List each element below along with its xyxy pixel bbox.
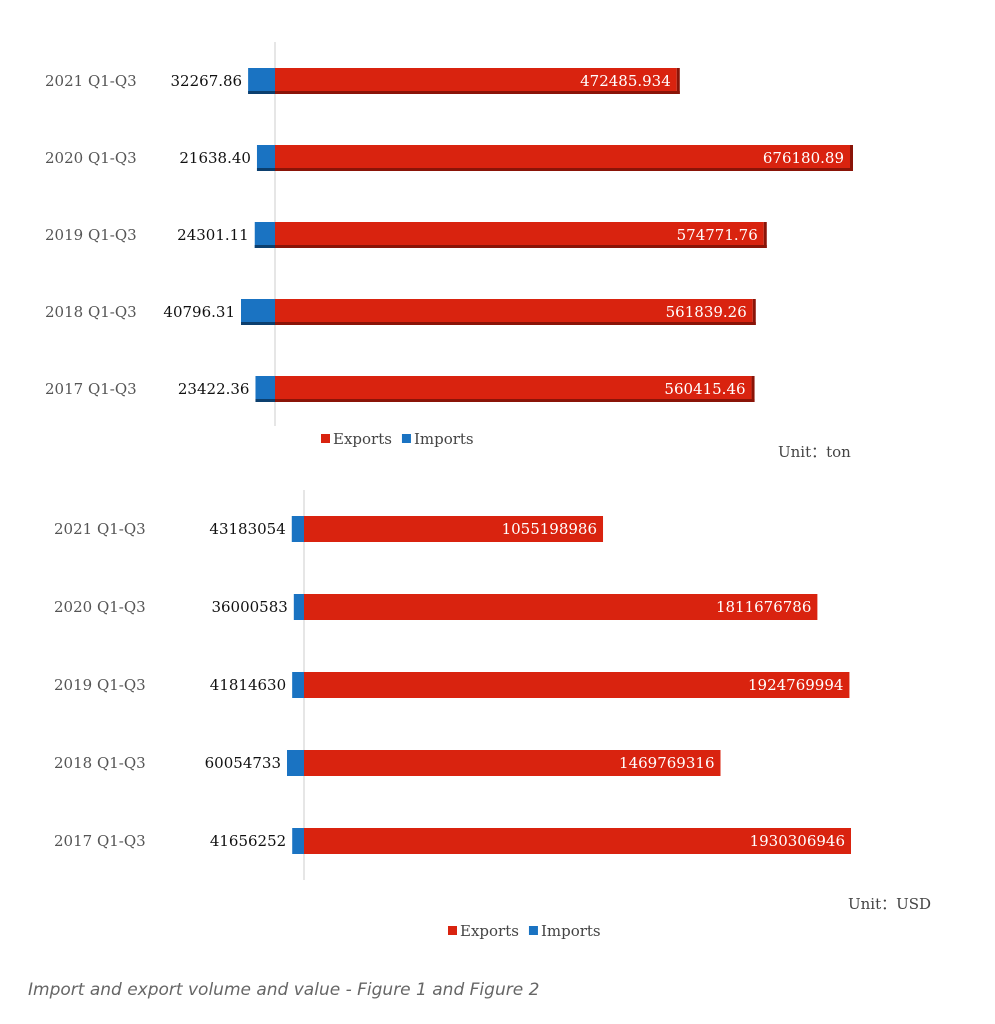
exports-value-label: 1811676786: [716, 598, 811, 616]
imports-bar: [293, 594, 304, 620]
exports-bar-shadow: [275, 399, 755, 402]
imports-bar-shadow: [256, 168, 275, 171]
imports-value-label: 43183054: [209, 520, 285, 538]
figure-caption: Import and export volume and value - Fig…: [28, 980, 540, 1000]
exports-value-label: 676180.89: [763, 149, 844, 167]
category-label: 2018 Q1-Q3: [45, 303, 137, 321]
category-label: 2019 Q1-Q3: [54, 676, 146, 694]
category-label: 2017 Q1-Q3: [54, 832, 146, 850]
imports-value-label: 36000583: [211, 598, 287, 616]
imports-value-label: 41656252: [210, 832, 286, 850]
legend-imports-swatch: [528, 926, 538, 935]
imports-value-label: 24301.11: [177, 226, 249, 244]
legend-imports-label: Imports: [541, 922, 601, 940]
exports-value-label: 1924769994: [748, 676, 843, 694]
category-label: 2017 Q1-Q3: [45, 380, 137, 398]
imports-value-label: 60054733: [205, 754, 281, 772]
exports-bar: [304, 594, 818, 620]
category-label: 2019 Q1-Q3: [45, 226, 137, 244]
imports-value-label: 21638.40: [179, 149, 251, 167]
category-label: 2018 Q1-Q3: [54, 754, 146, 772]
imports-bar-shadow: [248, 91, 275, 94]
imports-bar: [241, 299, 275, 325]
exports-bar-shadow: [275, 168, 853, 171]
category-label: 2020 Q1-Q3: [54, 598, 146, 616]
category-label: 2021 Q1-Q3: [54, 520, 146, 538]
unit-label: Unit：USD: [848, 895, 931, 913]
exports-value-label: 574771.76: [677, 226, 758, 244]
exports-value-label: 1055198986: [502, 520, 597, 538]
exports-bar: [304, 516, 604, 542]
exports-bar: [304, 672, 850, 698]
exports-bar: [275, 145, 850, 171]
imports-bar: [291, 516, 304, 542]
exports-value-label: 472485.934: [580, 72, 671, 90]
legend-imports-swatch: [401, 434, 411, 443]
imports-bar: [256, 145, 275, 171]
exports-value-label: 561839.26: [666, 303, 747, 321]
exports-bar-edge: [763, 222, 767, 248]
exports-value-label: 560415.46: [664, 380, 745, 398]
exports-bar: [275, 68, 677, 94]
imports-bar: [292, 672, 304, 698]
imports-bar: [254, 222, 275, 248]
category-label: 2020 Q1-Q3: [45, 149, 137, 167]
exports-value-label: 1930306946: [750, 832, 845, 850]
exports-value-label: 1469769316: [619, 754, 714, 772]
imports-value-label: 40796.31: [163, 303, 235, 321]
imports-bar: [255, 376, 275, 402]
legend-exports-swatch: [321, 434, 330, 443]
exports-bar-shadow: [275, 91, 680, 94]
exports-bar: [304, 828, 851, 854]
exports-bar-edge: [751, 376, 755, 402]
legend-exports-swatch: [448, 926, 457, 935]
exports-bar-edge: [850, 145, 853, 171]
exports-bar: [275, 376, 752, 402]
exports-bar-edge: [676, 68, 680, 94]
imports-bar: [292, 828, 304, 854]
exports-bar-edge: [752, 299, 756, 325]
unit-label: Unit：ton: [778, 443, 851, 461]
legend-exports-label: Exports: [460, 922, 519, 940]
exports-bar: [275, 299, 753, 325]
exports-bar: [304, 750, 721, 776]
imports-bar: [248, 68, 275, 94]
imports-bar: [287, 750, 304, 776]
imports-value-label: 41814630: [210, 676, 286, 694]
chart-value: 2021 Q1-Q3 43183054 1055198986 2020 Q1-Q3 36…: [54, 490, 931, 940]
imports-bar-shadow: [254, 245, 275, 248]
exports-bar-shadow: [275, 322, 756, 325]
legend-imports-label: Imports: [414, 430, 474, 448]
exports-bar: [275, 222, 764, 248]
exports-bar-shadow: [275, 245, 767, 248]
imports-bar-shadow: [241, 322, 275, 325]
imports-bar-shadow: [255, 399, 275, 402]
imports-value-label: 32267.86: [171, 72, 243, 90]
imports-value-label: 23422.36: [178, 380, 250, 398]
category-label: 2021 Q1-Q3: [45, 72, 137, 90]
chart-volume: 2021 Q1-Q3 32267.86 472485.934 2020 Q1-Q3 21…: [45, 42, 853, 461]
legend-exports-label: Exports: [333, 430, 392, 448]
